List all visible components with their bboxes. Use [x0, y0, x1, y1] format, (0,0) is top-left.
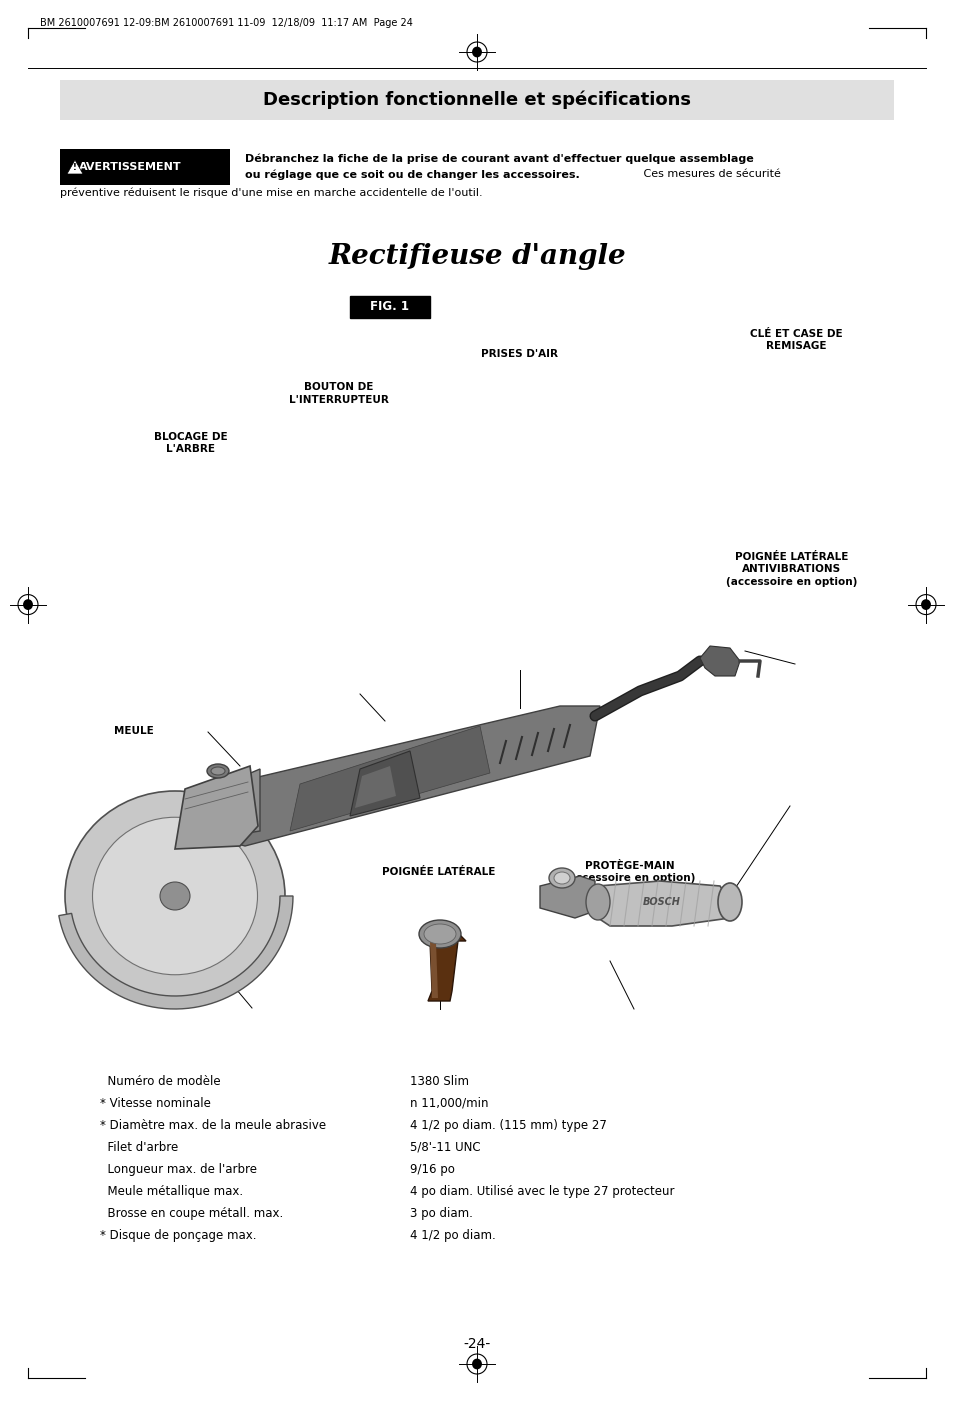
- Polygon shape: [290, 725, 490, 831]
- Ellipse shape: [920, 599, 930, 610]
- Ellipse shape: [554, 872, 569, 884]
- Text: AVERTISSEMENT: AVERTISSEMENT: [78, 162, 181, 172]
- Text: BLOCAGE DE
L'ARBRE: BLOCAGE DE L'ARBRE: [153, 432, 228, 454]
- Text: * Diamètre max. de la meule abrasive: * Diamètre max. de la meule abrasive: [100, 1119, 326, 1132]
- Text: BOUTON DE
L'INTERRUPTEUR: BOUTON DE L'INTERRUPTEUR: [289, 382, 388, 405]
- Text: POIGNÉE LATÉRALE
ANTIVIBRATIONS
(accessoire en option): POIGNÉE LATÉRALE ANTIVIBRATIONS (accesso…: [725, 553, 857, 586]
- Text: * Vitesse nominale: * Vitesse nominale: [100, 1097, 211, 1109]
- Ellipse shape: [23, 599, 33, 610]
- Ellipse shape: [718, 883, 741, 921]
- Polygon shape: [355, 766, 395, 808]
- Ellipse shape: [548, 868, 575, 889]
- Polygon shape: [700, 645, 740, 676]
- Text: Brosse en coupe métall. max.: Brosse en coupe métall. max.: [100, 1206, 283, 1220]
- Text: Débranchez la fiche de la prise de courant avant d'effectuer quelque assemblage: Débranchez la fiche de la prise de coura…: [245, 153, 753, 163]
- Text: * Disque de ponçage max.: * Disque de ponçage max.: [100, 1229, 256, 1241]
- FancyBboxPatch shape: [60, 80, 893, 120]
- Ellipse shape: [472, 1358, 481, 1369]
- Text: n 11,000/min: n 11,000/min: [410, 1097, 488, 1109]
- Text: 4 1/2 po diam. (115 mm) type 27: 4 1/2 po diam. (115 mm) type 27: [410, 1119, 606, 1132]
- Text: 3 po diam.: 3 po diam.: [410, 1206, 473, 1220]
- Polygon shape: [67, 160, 83, 174]
- Ellipse shape: [211, 768, 225, 775]
- Polygon shape: [598, 882, 729, 927]
- Polygon shape: [174, 766, 257, 849]
- Polygon shape: [435, 936, 444, 960]
- Text: Filet d'arbre: Filet d'arbre: [100, 1142, 178, 1154]
- Polygon shape: [350, 751, 419, 815]
- Text: PRISES D'AIR: PRISES D'AIR: [481, 349, 558, 360]
- Text: 4 po diam. Utilisé avec le type 27 protecteur: 4 po diam. Utilisé avec le type 27 prote…: [410, 1185, 674, 1198]
- Text: ou réglage que ce soit ou de changer les accessoires.: ou réglage que ce soit ou de changer les…: [245, 169, 579, 180]
- Text: Rectifieuse d'angle: Rectifieuse d'angle: [328, 242, 625, 270]
- Text: 1380 Slim: 1380 Slim: [410, 1076, 469, 1088]
- Polygon shape: [59, 896, 293, 1010]
- Text: FIG. 1: FIG. 1: [370, 301, 409, 314]
- Text: !: !: [73, 163, 77, 173]
- Ellipse shape: [207, 763, 229, 778]
- Text: Numéro de modèle: Numéro de modèle: [100, 1076, 220, 1088]
- Text: BOSCH: BOSCH: [642, 897, 680, 907]
- Text: 9/16 po: 9/16 po: [410, 1163, 455, 1175]
- Text: PROTECTEUR
DE MEULE: PROTECTEUR DE MEULE: [195, 860, 272, 883]
- Text: Longueur max. de l'arbre: Longueur max. de l'arbre: [100, 1163, 256, 1175]
- Polygon shape: [539, 876, 595, 918]
- Text: 4 1/2 po diam.: 4 1/2 po diam.: [410, 1229, 496, 1241]
- Ellipse shape: [585, 884, 609, 920]
- Text: Ces mesures de sécurité: Ces mesures de sécurité: [639, 169, 781, 179]
- Ellipse shape: [423, 924, 456, 943]
- Polygon shape: [210, 706, 599, 846]
- Text: CLÉ ET CASE DE
REMISAGE: CLÉ ET CASE DE REMISAGE: [749, 329, 842, 352]
- Text: Description fonctionnelle et spécifications: Description fonctionnelle et spécificati…: [263, 91, 690, 110]
- FancyBboxPatch shape: [350, 297, 430, 318]
- Text: PROTÈGE-MAIN
(accessoire en option): PROTÈGE-MAIN (accessoire en option): [563, 860, 695, 883]
- Polygon shape: [430, 942, 437, 998]
- Text: BM 2610007691 12-09:BM 2610007691 11-09  12/18/09  11:17 AM  Page 24: BM 2610007691 12-09:BM 2610007691 11-09 …: [40, 18, 413, 28]
- Text: 5/8'-11 UNC: 5/8'-11 UNC: [410, 1142, 480, 1154]
- Text: MEULE: MEULE: [114, 725, 154, 737]
- Ellipse shape: [92, 817, 257, 974]
- FancyBboxPatch shape: [60, 149, 230, 186]
- Polygon shape: [210, 769, 260, 839]
- Ellipse shape: [418, 920, 460, 948]
- Ellipse shape: [472, 46, 481, 58]
- Polygon shape: [421, 934, 465, 1001]
- Text: Meule métallique max.: Meule métallique max.: [100, 1185, 243, 1198]
- Ellipse shape: [65, 792, 285, 1001]
- Text: -24-: -24-: [463, 1337, 490, 1351]
- Text: préventive réduisent le risque d'une mise en marche accidentelle de l'outil.: préventive réduisent le risque d'une mis…: [60, 187, 482, 197]
- Text: POIGNÉE LATÉRALE: POIGNÉE LATÉRALE: [382, 866, 495, 877]
- Ellipse shape: [160, 882, 190, 910]
